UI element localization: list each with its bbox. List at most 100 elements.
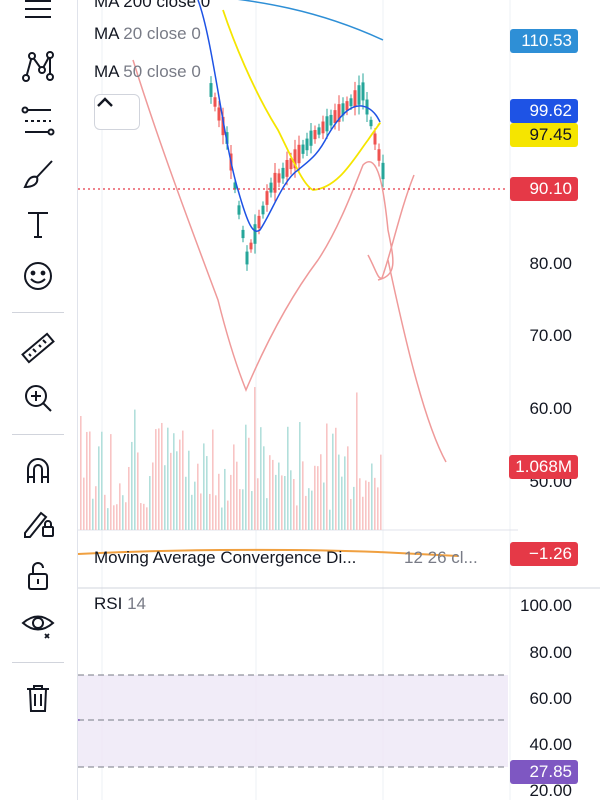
emoji-tool-button[interactable] [14, 254, 62, 298]
chart-area[interactable]: MA 200 close 0 MA 20 close 0 MA 50 close… [78, 0, 600, 800]
delete-drawings-button[interactable] [14, 676, 62, 720]
macd-value-tag: −1.26 [510, 542, 578, 566]
volume-bars [80, 387, 382, 530]
ma50-price-tag: 97.45 [510, 123, 578, 147]
rsi-axis-label: 20.00 [529, 781, 572, 800]
volume-bar [245, 424, 247, 530]
candle-body [281, 167, 285, 179]
rsi-axis-label: 60.00 [529, 689, 572, 708]
volume-bar [185, 476, 187, 530]
candle-body [217, 107, 221, 121]
legend-ma20[interactable]: MA 20 close 0 [94, 24, 201, 43]
visibility-button[interactable] [14, 603, 62, 647]
price-axis-label: 60.00 [529, 399, 572, 418]
volume-bar [311, 490, 313, 530]
ma20-price-tag: 99.62 [510, 99, 578, 123]
ma200-line [237, 0, 384, 41]
volume-bar [146, 507, 148, 530]
volume-bar [230, 474, 232, 530]
rsi-axis-label: 40.00 [529, 735, 572, 754]
pattern-tool-button[interactable] [14, 44, 62, 88]
candle-body [245, 251, 249, 265]
volume-bar [377, 487, 379, 530]
macd-params: 12 26 cl... [404, 548, 478, 567]
volume-bar [212, 429, 214, 530]
candle-body [317, 127, 321, 135]
rsi-value-tag: 27.85 [510, 760, 578, 784]
volume-tag: 1.068M [509, 455, 578, 479]
candle-body [309, 130, 313, 146]
volume-bar [206, 456, 208, 530]
rsi-band [78, 675, 508, 767]
collapse-legend-button[interactable] [94, 94, 140, 130]
candle-body [293, 149, 297, 169]
candle-body [321, 121, 325, 134]
volume-bar [95, 486, 97, 530]
brush-tool-button[interactable] [14, 152, 62, 196]
ma50-line [222, 9, 381, 191]
volume-bar [362, 496, 364, 530]
magnet-icon [27, 458, 49, 483]
candle-body [305, 138, 309, 151]
volume-bar [305, 495, 307, 530]
volume-bar [371, 463, 373, 530]
lock-drawing-button[interactable] [14, 500, 62, 544]
price-axis-label: 70.00 [529, 326, 572, 345]
volume-bar [134, 409, 136, 530]
candle-body [233, 182, 237, 190]
volume-bar [122, 495, 124, 530]
macd-title[interactable]: Moving Average Convergence Di... [94, 548, 357, 567]
volume-bar [326, 423, 328, 530]
volume-bar [170, 452, 172, 530]
candle-body [353, 90, 357, 107]
rsi-title[interactable]: RSI 14 [94, 594, 146, 613]
volume-bar [254, 387, 256, 530]
candle-body [377, 149, 381, 161]
volume-bar [83, 477, 85, 530]
last-price-tag: 90.10 [510, 177, 578, 201]
unlock-icon [28, 562, 48, 590]
lock-drawing-icon [24, 511, 54, 538]
text-tool-button[interactable] [14, 203, 62, 247]
candle-body [213, 97, 217, 107]
envelope-lower [367, 174, 415, 279]
volume-bar [236, 461, 238, 530]
candle-body [357, 85, 361, 105]
emoji-icon [24, 262, 52, 290]
magnet-button[interactable] [14, 448, 62, 492]
lines-icon [25, 0, 51, 18]
volume-bar [89, 431, 91, 530]
volume-bar [200, 493, 202, 530]
volume-bar [197, 463, 199, 530]
volume-bar [329, 509, 331, 530]
volume-bar [269, 455, 271, 530]
zoom-in-button[interactable] [14, 376, 62, 420]
candle-body [265, 191, 269, 205]
rsi-axis-label: 80.00 [529, 643, 572, 662]
volume-bar [347, 446, 349, 530]
ruler-tool-button[interactable] [14, 326, 62, 370]
text-icon [28, 212, 48, 238]
unlock-button[interactable] [14, 554, 62, 598]
volume-bar [290, 470, 292, 530]
legend-ma200[interactable]: MA 200 close 0 [94, 0, 211, 11]
fib-tool-button[interactable] [14, 99, 62, 143]
volume-bar [332, 433, 334, 530]
volume-bar [323, 482, 325, 530]
volume-bar [341, 476, 343, 530]
envelope-upper [132, 59, 394, 392]
volume-bar [239, 489, 241, 530]
lines-tool-button[interactable] [14, 0, 62, 36]
candle-body [221, 116, 225, 136]
candle-body [277, 173, 281, 183]
candle-body [301, 144, 305, 154]
volume-bar [320, 454, 322, 530]
price-chart-canvas[interactable] [78, 0, 600, 800]
envelope-tail [387, 259, 447, 463]
legend-ma50[interactable]: MA 50 close 0 [94, 62, 201, 81]
volume-bar [266, 498, 268, 530]
volume-bar [272, 459, 274, 530]
volume-bar [110, 434, 112, 530]
volume-bar [119, 483, 121, 530]
pattern-icon [22, 51, 54, 82]
